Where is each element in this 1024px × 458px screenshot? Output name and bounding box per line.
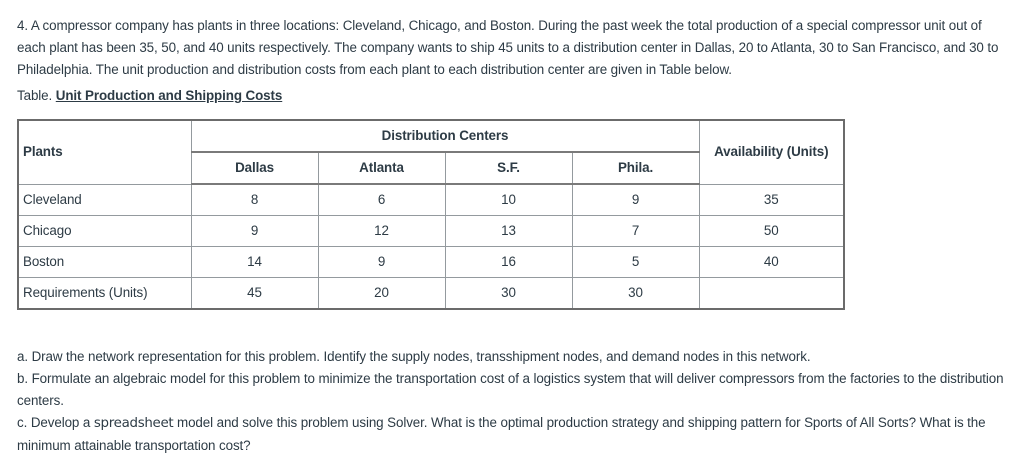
cost-cell: 10 [444,183,573,216]
availability-cell: 40 [698,246,845,278]
cost-cell: 5 [571,246,700,278]
column-header-sf: S.F. [444,151,573,185]
cost-cell: 9 [190,215,319,247]
column-header-atlanta: Atlanta [317,151,446,185]
table-header-row-1: Plants Distribution Centers Availability… [17,119,845,185]
question-b: b. Formulate an algebraic model for this… [17,371,1004,408]
cost-cell: 14 [190,246,319,278]
cost-cell: 9 [571,183,700,216]
requirement-cell: 45 [190,277,319,310]
table-row-cleveland: Cleveland 8 6 10 9 35 [17,183,845,216]
column-header-plants: Plants [17,119,192,185]
requirement-cell: 30 [444,277,573,310]
plant-name: Cleveland [17,183,192,216]
availability-cell: 50 [698,215,845,247]
availability-cell: 35 [698,183,845,216]
question-a: a. Draw the network representation for t… [17,349,811,364]
availability-cell-empty [698,277,845,310]
cost-cell: 8 [190,183,319,216]
plant-name: Chicago [17,215,192,247]
question-c-text-end: model and solve this problem using Solve… [17,415,986,453]
problem-statement: 4. A compressor company has plants in th… [17,18,999,77]
question-c-text-start: c. Develop a [17,415,94,430]
cost-cell: 6 [317,183,446,216]
column-group-header-distribution-centers: Distribution Centers [190,119,700,153]
question-c: c. Develop a spreadsheet model and solve… [17,412,1007,457]
requirement-cell: 20 [317,277,446,310]
table-caption-title: Unit Production and Shipping Costs [55,88,283,103]
column-header-dallas: Dallas [190,151,319,185]
question-c-spreadsheet-word: spreadsheet [93,416,174,431]
cost-cell: 7 [571,215,700,247]
plant-name: Boston [17,246,192,278]
column-header-availability: Availability (Units) [698,119,845,185]
requirement-cell: 30 [571,277,700,310]
cost-table: Plants Distribution Centers Availability… [17,119,846,310]
cost-cell: 9 [317,246,446,278]
cost-cell: 13 [444,215,573,247]
table-caption-prefix: Table. [17,88,56,103]
column-header-phila: Phila. [571,151,700,185]
table-row-chicago: Chicago 9 12 13 7 50 [17,215,845,247]
cost-cell: 16 [444,246,573,278]
table-row-boston: Boston 14 9 16 5 40 [17,246,845,278]
requirements-label: Requirements (Units) [17,277,192,310]
questions-section: a. Draw the network representation for t… [17,346,1007,457]
table-caption: Table. Unit Production and Shipping Cost… [17,85,1007,107]
cost-cell: 12 [317,215,446,247]
table-header-row-2: Dallas Atlanta S.F. Phila. [18,151,844,185]
table-row-requirements: Requirements (Units) 45 20 30 30 [17,277,845,310]
